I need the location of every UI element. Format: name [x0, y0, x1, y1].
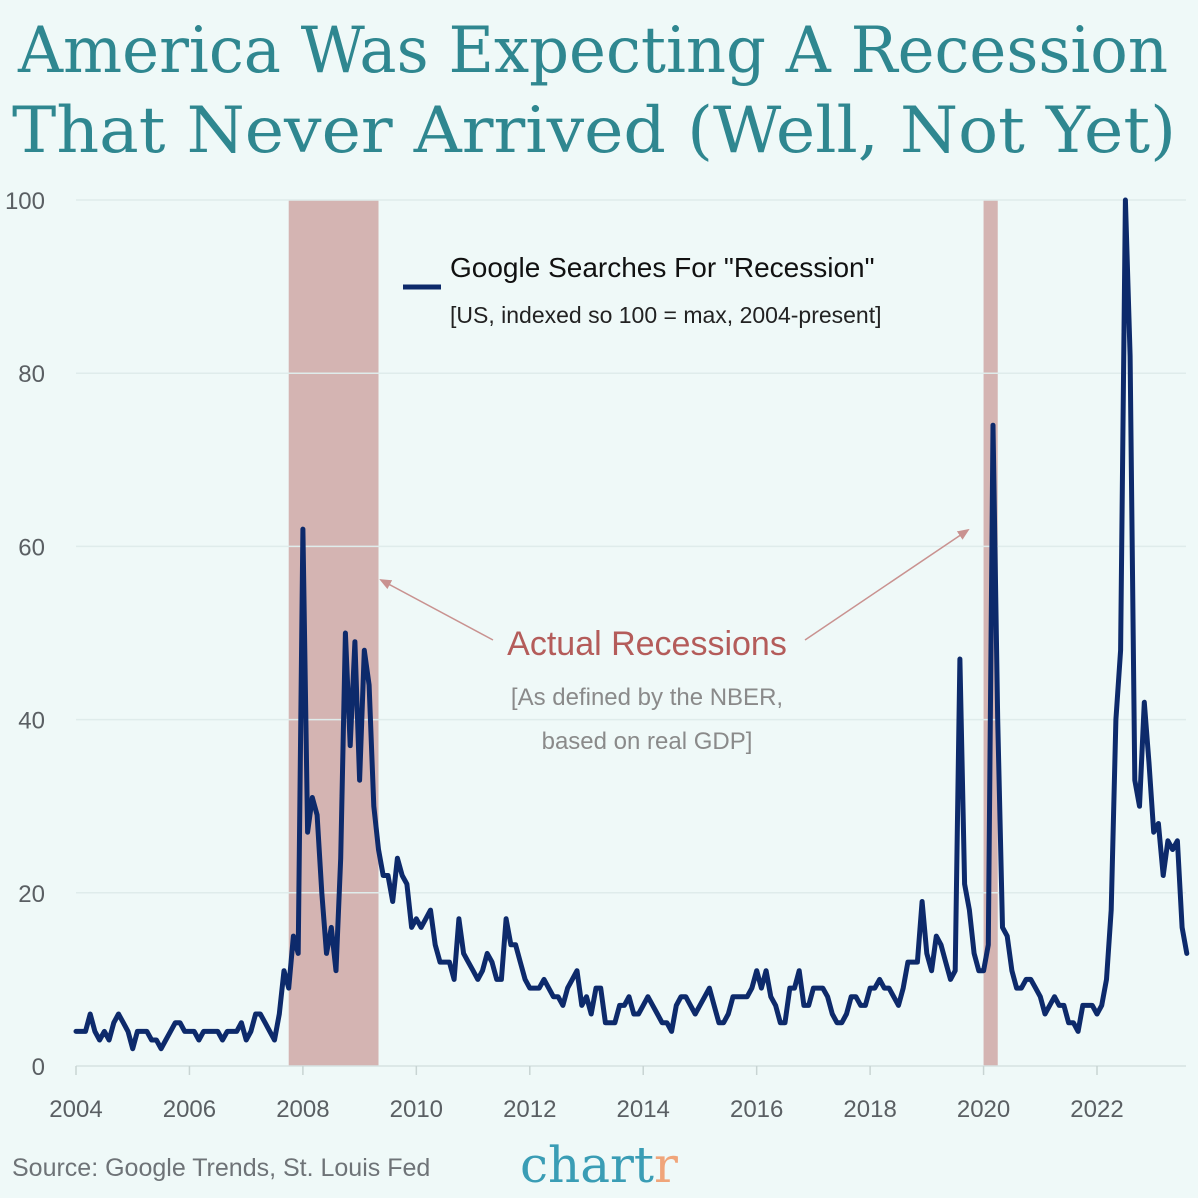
x-axis: 2004 2006 2008 2010 2012 2014 2016 2018 2020 2022 — [49, 1066, 1124, 1123]
legend-subtitle: [US, indexed so 100 = max, 2004-present] — [450, 302, 882, 328]
y-tick-label: 60 — [18, 534, 45, 561]
y-tick-label: 0 — [32, 1054, 45, 1081]
x-tick-label: 2012 — [503, 1096, 556, 1123]
chart-title-line1: America Was Expecting A Recession — [17, 14, 1168, 88]
legend-title: Google Searches For "Recession" — [450, 252, 875, 283]
x-tick-label: 2014 — [617, 1096, 670, 1123]
x-tick-label: 2022 — [1070, 1096, 1123, 1123]
x-tick-label: 2020 — [957, 1096, 1010, 1123]
y-tick-label: 80 — [18, 361, 45, 388]
x-tick-label: 2008 — [276, 1096, 329, 1123]
annotation-note-line2: based on real GDP] — [542, 728, 753, 755]
y-tick-label: 20 — [18, 881, 45, 908]
y-tick-label: 40 — [18, 708, 45, 735]
y-axis: 0 20 40 60 80 100 — [5, 188, 45, 1081]
chartr-logo: chartr — [520, 1136, 678, 1194]
annotation-arrow-2008 — [379, 579, 494, 641]
x-tick-label: 2016 — [730, 1096, 783, 1123]
x-tick-label: 2010 — [390, 1096, 443, 1123]
x-tick-label: 2004 — [49, 1096, 102, 1123]
logo-accent: r — [654, 1136, 678, 1194]
y-tick-label: 100 — [5, 188, 45, 215]
source-note: Source: Google Trends, St. Louis Fed — [12, 1154, 430, 1182]
x-tick-label: 2018 — [843, 1096, 896, 1123]
chart-title-line2: That Never Arrived (Well, Not Yet) — [12, 94, 1176, 168]
annotation-arrow-2020 — [804, 528, 970, 641]
logo-main: chart — [520, 1136, 654, 1194]
series-line-recession-searches — [73, 197, 1190, 1052]
annotation-note-line1: [As defined by the NBER, — [511, 684, 783, 711]
annotation-label: Actual Recessions — [507, 625, 787, 663]
x-tick-label: 2006 — [163, 1096, 216, 1123]
